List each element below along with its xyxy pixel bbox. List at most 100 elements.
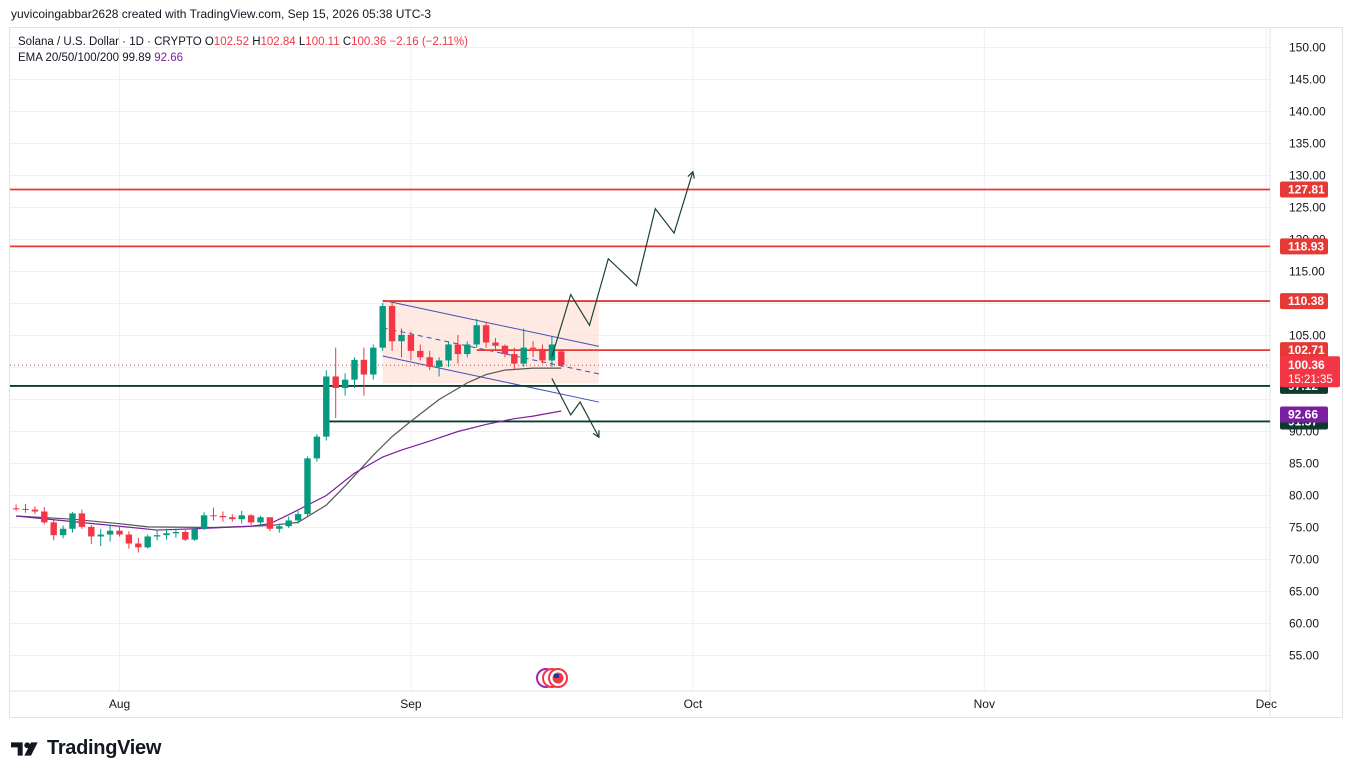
time-tick-label: Dec [1256, 697, 1277, 711]
candle[interactable] [59, 525, 67, 539]
candle[interactable] [398, 328, 405, 358]
level-tag-127.81[interactable]: 127.81 [1280, 181, 1328, 198]
candle[interactable] [454, 334, 462, 364]
candle-body [388, 306, 396, 342]
candle[interactable] [341, 373, 349, 396]
last-price-tag-bg [1280, 356, 1340, 388]
candle[interactable] [266, 517, 274, 532]
candle[interactable] [191, 526, 198, 541]
candle[interactable] [482, 322, 490, 348]
candle[interactable] [210, 507, 217, 521]
candle[interactable] [229, 514, 236, 522]
candle-body [276, 526, 283, 529]
candle[interactable] [445, 341, 452, 367]
ema50-line [16, 410, 562, 531]
candle-body [22, 508, 29, 510]
candle[interactable] [153, 530, 161, 541]
candle[interactable] [548, 336, 556, 367]
candle[interactable] [257, 515, 264, 526]
candle[interactable] [200, 512, 208, 531]
candle[interactable] [97, 528, 104, 547]
candle[interactable] [276, 523, 283, 533]
candle[interactable] [435, 357, 443, 377]
candle[interactable] [464, 341, 471, 358]
close-label: C [342, 36, 352, 48]
candle-body [313, 436, 321, 459]
candle-body [285, 520, 292, 527]
low-value: 100.11 [305, 36, 340, 48]
ema-tag-92.66[interactable]: 92.66 [1280, 406, 1328, 423]
candle[interactable] [12, 504, 20, 511]
level-tag-110.38[interactable]: 110.38 [1280, 293, 1328, 310]
candle[interactable] [360, 347, 368, 396]
candle[interactable] [22, 503, 29, 513]
candle-body [238, 515, 245, 520]
level-tag-118.93[interactable]: 118.93 [1280, 238, 1328, 255]
candle[interactable] [50, 519, 57, 541]
level-tag-102.71[interactable]: 102.71 [1280, 342, 1328, 359]
time-tick-label: Aug [109, 697, 130, 711]
price-tick-label: 75.00 [1289, 521, 1319, 535]
tradingview-logo-icon [11, 741, 38, 756]
price-tick-label: 80.00 [1289, 489, 1319, 503]
candle-body [210, 515, 217, 517]
candle[interactable] [69, 512, 76, 533]
candle[interactable] [163, 528, 170, 540]
channel-lower-line [382, 355, 600, 403]
candle[interactable] [388, 300, 396, 351]
candle[interactable] [332, 347, 339, 419]
candle[interactable] [219, 511, 227, 522]
last-price-tag[interactable]: 100.36 15:21:35 [1280, 356, 1340, 388]
open-value: 102.52 [213, 36, 249, 48]
candle-body [492, 342, 499, 346]
price-tick-label: 145.00 [1289, 73, 1326, 87]
tradingview-logo[interactable]: TradingView [11, 737, 161, 760]
candle[interactable] [558, 349, 565, 367]
candle[interactable] [417, 344, 424, 361]
candle[interactable] [182, 530, 189, 541]
candle[interactable] [313, 434, 321, 462]
candle[interactable] [285, 516, 292, 529]
candle[interactable] [116, 525, 123, 537]
candle[interactable] [31, 506, 39, 515]
candle[interactable] [125, 531, 133, 549]
candle[interactable] [41, 507, 48, 525]
candle-body [473, 325, 480, 345]
candle[interactable] [511, 347, 518, 371]
bullish-projection-arrow[interactable] [551, 171, 694, 357]
price-tick-label: 65.00 [1289, 585, 1319, 599]
axis-price-labels: 127.81118.93110.38102.7197.1291.5799.899… [1280, 181, 1340, 430]
candle[interactable] [88, 524, 95, 545]
candle[interactable] [501, 344, 509, 358]
candle[interactable] [370, 344, 377, 380]
candle[interactable] [492, 338, 499, 351]
candle[interactable] [172, 528, 180, 538]
candle[interactable] [304, 456, 311, 518]
candle[interactable] [323, 370, 330, 441]
level-tag-102.71-bg [1280, 342, 1328, 359]
candle-body [482, 325, 490, 343]
candle[interactable] [473, 318, 480, 348]
candle-body [97, 534, 104, 537]
candle[interactable] [379, 302, 386, 351]
candle[interactable] [520, 328, 527, 367]
ema-row: EMA 20/50/100/200 99.89 92.66 [18, 51, 468, 67]
candle[interactable] [106, 525, 114, 542]
price-tick-label: 60.00 [1289, 617, 1319, 631]
tradingview-brand: TradingView [47, 737, 162, 759]
candle[interactable] [135, 537, 142, 553]
candle[interactable] [529, 341, 537, 358]
candle[interactable] [238, 510, 245, 524]
candle[interactable] [539, 344, 546, 364]
candle[interactable] [407, 331, 415, 361]
events-icon[interactable] [536, 668, 568, 688]
candle[interactable] [247, 514, 255, 525]
bearish-projection-arrow[interactable] [551, 378, 600, 438]
ema-tag-92.66-bg [1280, 406, 1328, 423]
candle[interactable] [144, 534, 151, 549]
candle[interactable] [426, 350, 433, 371]
candle[interactable] [351, 357, 358, 388]
candle[interactable] [78, 509, 86, 529]
candle[interactable] [294, 510, 302, 524]
